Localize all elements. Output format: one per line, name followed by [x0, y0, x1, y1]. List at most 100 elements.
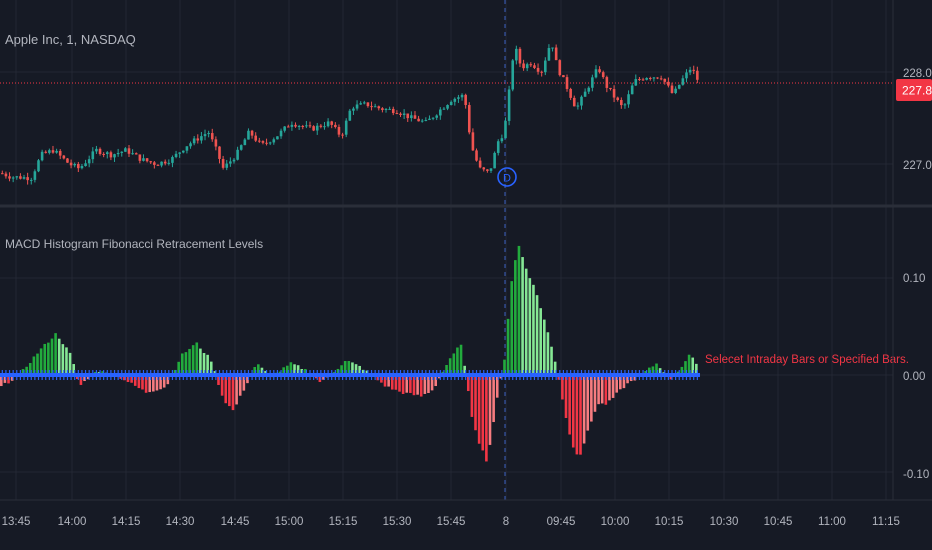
- candle-body: [19, 176, 22, 179]
- candle-body: [395, 113, 399, 115]
- candle-body: [420, 120, 424, 122]
- histogram-bar: [517, 245, 521, 375]
- candle-body: [449, 101, 453, 106]
- histogram-bar: [285, 365, 289, 375]
- candle-body: [203, 134, 207, 137]
- candle-body: [276, 136, 279, 140]
- histogram-bar: [159, 375, 162, 390]
- candle-body: [428, 118, 431, 120]
- histogram-bar: [246, 375, 249, 384]
- macd-histogram-series: [0, 245, 698, 462]
- candle-body: [153, 162, 156, 165]
- candle-body: [536, 67, 540, 72]
- histogram-bar: [130, 375, 133, 383]
- candle-body: [656, 77, 659, 79]
- candle-body: [113, 154, 116, 158]
- candle-body: [1, 173, 4, 175]
- price-axis[interactable]: 228.00 227.00 227.88: [892, 0, 932, 500]
- candle-body: [134, 153, 138, 155]
- candle-body: [37, 160, 40, 172]
- candle-body: [105, 152, 109, 155]
- histogram-bar: [528, 278, 532, 375]
- candle-body: [413, 115, 417, 119]
- candle-body: [145, 158, 149, 162]
- candle-body: [344, 120, 348, 135]
- candle-body: [696, 70, 699, 80]
- histogram-bar: [173, 369, 177, 375]
- histogram-bar: [629, 375, 633, 382]
- candle-body: [663, 78, 667, 82]
- histogram-bar: [608, 375, 611, 401]
- time-axis-label: 14:15: [112, 516, 141, 528]
- candle-body: [196, 138, 200, 141]
- candle-body: [174, 153, 178, 158]
- candle-body: [688, 69, 692, 73]
- candle-body: [471, 132, 475, 151]
- candle-body: [616, 97, 619, 101]
- histogram-bar: [466, 375, 470, 392]
- candle-body: [435, 115, 438, 118]
- candle-body: [58, 150, 62, 156]
- candle-body: [370, 106, 373, 108]
- candle-body: [525, 64, 529, 69]
- histogram-bar: [365, 370, 369, 375]
- histogram-bar: [615, 375, 618, 393]
- histogram-bar: [126, 375, 130, 383]
- time-axis[interactable]: 13:45 14:00 14:15 14:30 14:45 15:00 15:15 15:30…: [2, 516, 900, 528]
- candle-body: [4, 173, 8, 177]
- candle-body: [594, 69, 598, 78]
- candle-body: [634, 79, 638, 86]
- candle-body: [475, 150, 478, 161]
- candle-body: [464, 94, 467, 106]
- histogram-bar: [477, 375, 481, 444]
- histogram-bar: [0, 375, 3, 387]
- histogram-bar: [343, 361, 347, 375]
- histogram-bar: [401, 375, 405, 394]
- candle-body: [540, 71, 543, 73]
- histogram-bar: [695, 363, 698, 375]
- indicator-axis-label-0-00: 0.00: [903, 371, 925, 383]
- histogram-bar: [177, 361, 180, 375]
- histogram-bar: [600, 375, 604, 404]
- candle-body: [69, 162, 73, 166]
- candle-body: [272, 139, 276, 143]
- histogram-bar: [209, 361, 213, 375]
- candle-body: [192, 138, 196, 144]
- candle-body: [62, 155, 66, 159]
- indicator-panel-title[interactable]: MACD Histogram Fibonacci Retracement Lev…: [5, 237, 263, 251]
- histogram-bar: [54, 333, 57, 375]
- histogram-bar: [36, 353, 39, 375]
- histogram-bar: [300, 369, 304, 375]
- candle-body: [547, 48, 551, 61]
- price-axis-label-228: 228.00: [903, 68, 932, 80]
- candle-body: [355, 104, 359, 109]
- candle-body: [258, 140, 261, 142]
- candle-body: [87, 159, 91, 164]
- dividend-marker[interactable]: D: [497, 167, 517, 187]
- price-panel-title[interactable]: Apple Inc, 1, NASDAQ: [5, 32, 136, 47]
- candle-body: [645, 78, 648, 80]
- histogram-bar: [133, 375, 137, 386]
- histogram-bar: [7, 375, 10, 384]
- histogram-bar: [228, 375, 231, 407]
- histogram-bar: [123, 375, 126, 381]
- candle-body: [381, 108, 384, 110]
- histogram-bar: [238, 375, 242, 396]
- indicator-axis[interactable]: 0.10 0.00 -0.10: [903, 273, 929, 481]
- histogram-bar: [347, 360, 351, 375]
- candle-body: [95, 148, 98, 152]
- candle-body: [352, 108, 355, 111]
- candle-body: [601, 72, 605, 78]
- dividend-marker-circle[interactable]: [497, 167, 517, 187]
- candle-body: [489, 168, 493, 171]
- histogram-bar: [184, 352, 188, 375]
- histogram-bar: [550, 346, 553, 375]
- histogram-bar: [568, 375, 571, 435]
- histogram-bar: [188, 348, 191, 375]
- histogram-bar: [296, 365, 300, 375]
- candle-body: [598, 69, 601, 73]
- candle-body: [554, 47, 558, 61]
- candle-body: [66, 158, 69, 163]
- candle-body: [286, 126, 290, 128]
- histogram-bar: [10, 375, 14, 381]
